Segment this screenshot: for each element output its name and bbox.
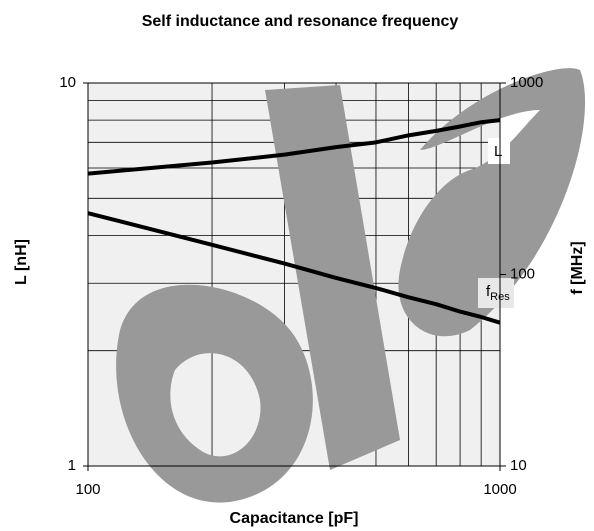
x-tick-label: 1000: [483, 481, 516, 498]
series-label-main: f: [486, 283, 491, 300]
y-axis-label: L [nH]: [13, 239, 30, 285]
series-line: [87, 211, 501, 325]
x-axis-label: Capacitance [pF]: [230, 510, 359, 527]
y2-tick-label: 100: [510, 265, 535, 282]
y2-tick-label: 10: [510, 457, 527, 474]
watermark-shape: [116, 284, 313, 503]
y2-tick-label: 1000: [510, 74, 543, 91]
y2-axis-label: f [MHz]: [569, 241, 586, 294]
series-label: L: [494, 143, 502, 160]
series-line: [87, 118, 501, 176]
chart-title: Self inductance and resonance frequency: [142, 13, 459, 30]
y-tick-label: 10: [59, 74, 76, 91]
watermark-shape: [398, 68, 586, 337]
x-tick-label: 100: [75, 481, 100, 498]
legend-box: [488, 138, 510, 164]
y-tick-label: 1: [68, 457, 76, 474]
legend-box: [478, 278, 514, 308]
